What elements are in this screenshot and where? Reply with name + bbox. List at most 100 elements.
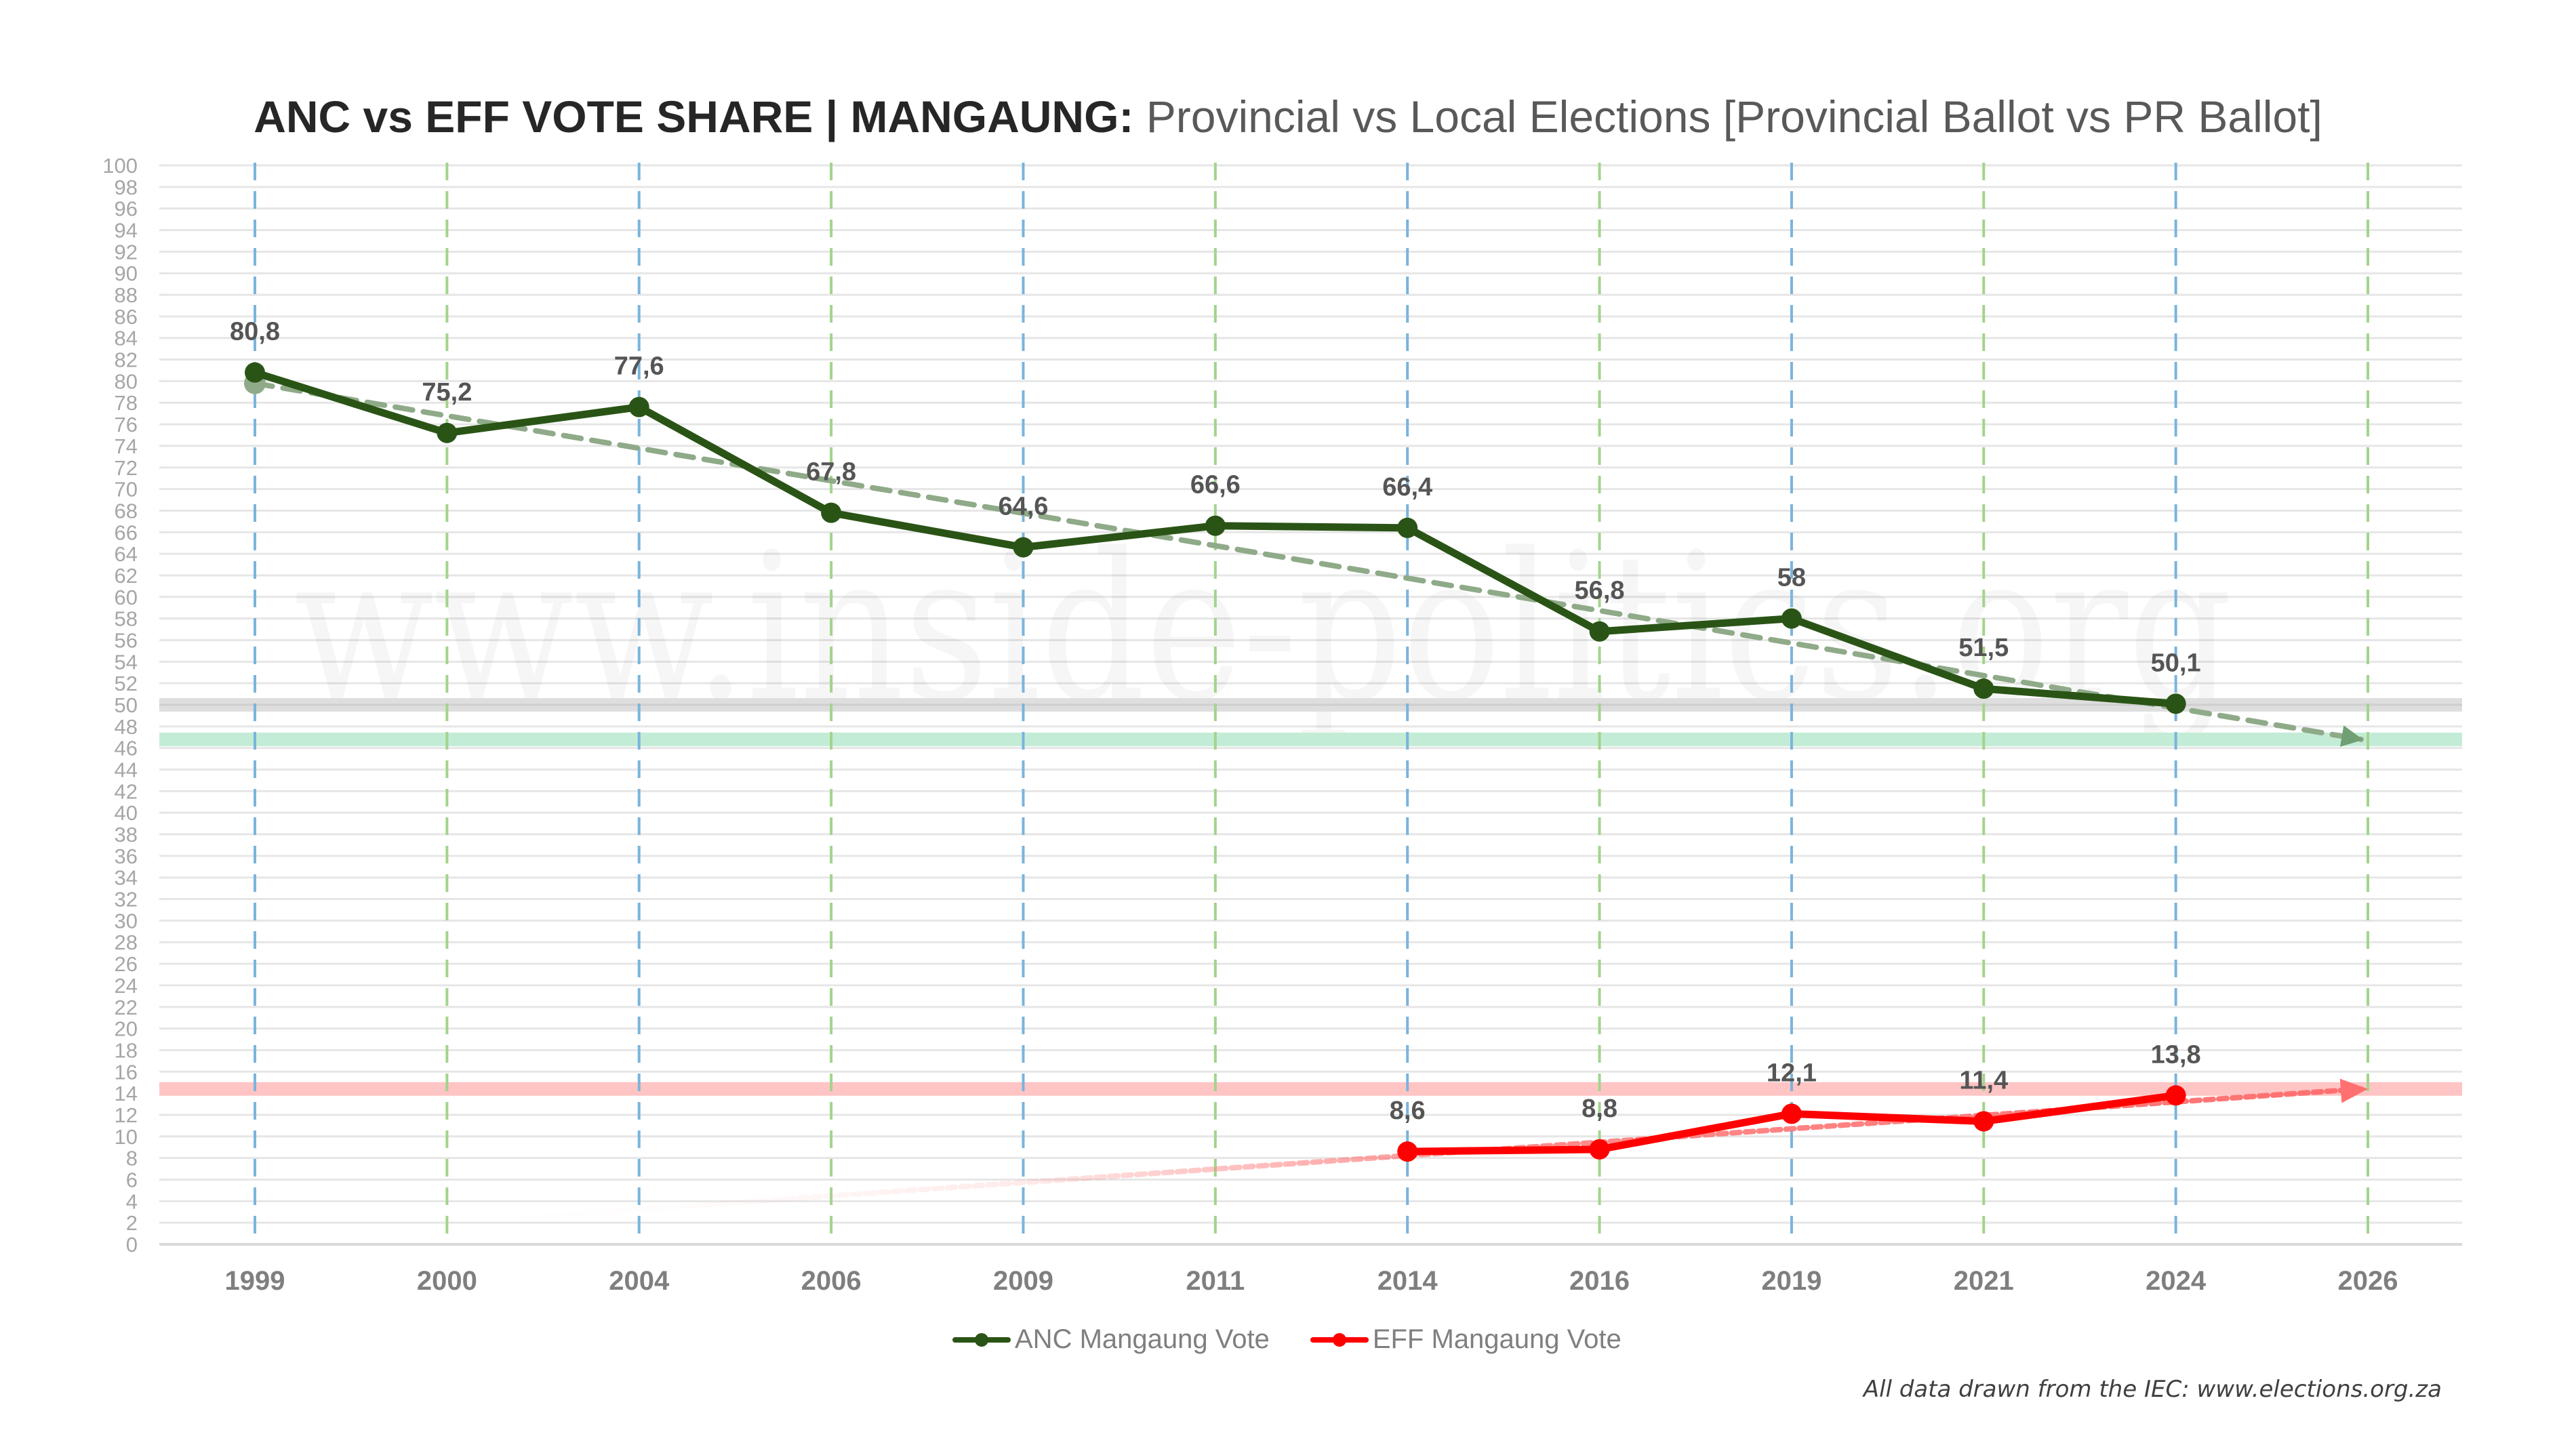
y-tick-label: 34 [115, 866, 138, 890]
y-tick-label: 0 [126, 1233, 138, 1257]
y-tick-label: 28 [115, 931, 138, 954]
y-tick-label: 30 [115, 909, 138, 933]
data-point-anc-2006 [821, 502, 842, 523]
x-tick-label: 2011 [1186, 1266, 1245, 1296]
y-tick-label: 18 [115, 1038, 138, 1062]
data-label: 8,8 [1582, 1095, 1617, 1123]
data-point-anc-2011 [1205, 515, 1226, 536]
data-label: 12,1 [1767, 1059, 1817, 1087]
eff-trendline-arrowhead [2339, 1078, 2368, 1103]
x-tick-label: 2000 [417, 1266, 477, 1296]
data-point-eff-2019 [1781, 1103, 1802, 1124]
data-label: 66,4 [1382, 473, 1432, 502]
data-label: 58 [1777, 564, 1806, 592]
y-tick-label: 76 [115, 413, 138, 436]
y-tick-label: 46 [115, 737, 138, 760]
y-tick-label: 78 [115, 391, 138, 415]
y-tick-label: 90 [115, 262, 138, 285]
source-footnote: All data drawn from the IEC: www.electio… [1863, 1376, 2442, 1403]
data-label: 80,8 [230, 318, 280, 346]
data-label: 67,8 [806, 458, 856, 487]
y-tick-label: 10 [115, 1125, 138, 1149]
y-tick-label: 88 [115, 283, 138, 307]
y-tick-label: 38 [115, 823, 138, 846]
y-tick-label: 24 [115, 974, 138, 998]
legend-swatch-anc [952, 1325, 1011, 1355]
y-tick-label: 42 [115, 779, 138, 803]
data-label: 75,2 [422, 378, 472, 407]
y-tick-label: 48 [115, 715, 138, 739]
data-point-eff-2024 [2165, 1085, 2186, 1106]
y-tick-label: 58 [115, 607, 138, 631]
y-tick-label: 100 [102, 154, 138, 178]
y-tick-label: 8 [126, 1147, 138, 1170]
y-tick-label: 54 [115, 650, 138, 674]
data-point-eff-2016 [1589, 1139, 1610, 1160]
chart-title-bold: ANC vs EFF VOTE SHARE | MANGAUNG: [254, 91, 1134, 142]
y-tick-label: 52 [115, 672, 138, 695]
y-tick-label: 60 [115, 586, 138, 609]
data-label: 51,5 [1958, 634, 2009, 662]
x-tick-label: 2016 [1569, 1266, 1630, 1296]
data-point-anc-2014 [1397, 517, 1418, 538]
chart-title: ANC vs EFF VOTE SHARE | MANGAUNG: Provin… [0, 91, 2576, 142]
x-tick-label: 2024 [2146, 1266, 2207, 1296]
y-tick-label: 70 [115, 478, 138, 502]
anc-trendline [252, 380, 2364, 747]
y-tick-label: 94 [115, 219, 138, 243]
y-tick-label: 68 [115, 499, 138, 523]
y-tick-label: 22 [115, 996, 138, 1019]
y-tick-label: 26 [115, 952, 138, 976]
y-tick-label: 72 [115, 456, 138, 480]
x-tick-label: 2004 [609, 1266, 670, 1296]
data-point-anc-2000 [437, 422, 458, 443]
legend-swatch-eff [1310, 1325, 1369, 1355]
data-point-anc-2021 [1973, 678, 1994, 699]
y-tick-label: 98 [115, 176, 138, 199]
x-tick-label: 2014 [1377, 1266, 1438, 1296]
y-tick-label: 44 [115, 758, 138, 782]
y-tick-label: 86 [115, 305, 138, 329]
x-tick-label: 1999 [225, 1266, 285, 1296]
y-tick-label: 74 [115, 434, 138, 458]
legend-label-anc: ANC Mangaung Vote [1015, 1324, 1270, 1354]
chart-title-subtitle: Provincial vs Local Elections [Provincia… [1146, 91, 2322, 142]
y-tick-label: 96 [115, 197, 138, 221]
data-point-anc-2009 [1013, 537, 1034, 558]
y-tick-label: 6 [126, 1168, 138, 1191]
y-tick-label: 80 [115, 369, 138, 393]
data-label: 77,6 [614, 352, 664, 381]
y-tick-label: 14 [115, 1082, 138, 1105]
data-point-anc-2004 [628, 396, 649, 417]
x-tick-label: 2019 [1761, 1266, 1822, 1296]
y-tick-label: 56 [115, 628, 138, 652]
eff-projection-band [159, 1082, 2462, 1096]
y-tick-label: 62 [115, 564, 138, 588]
data-label: 56,8 [1575, 577, 1625, 605]
y-tick-label: 20 [115, 1017, 138, 1041]
data-point-anc-1999 [245, 362, 265, 383]
y-tick-label: 16 [115, 1060, 138, 1084]
data-point-anc-2019 [1781, 608, 1802, 629]
legend-item-anc[interactable]: ANC Mangaung Vote [952, 1324, 1270, 1355]
y-tick-label: 82 [115, 348, 138, 372]
y-tick-label: 50 [115, 693, 138, 717]
x-tick-label: 2021 [1954, 1266, 2014, 1296]
data-label: 64,6 [998, 493, 1048, 521]
anc-projection-band [159, 732, 2462, 746]
data-point-eff-2014 [1397, 1141, 1418, 1162]
y-tick-label: 40 [115, 801, 138, 825]
data-point-anc-2024 [2165, 693, 2186, 714]
y-tick-label: 66 [115, 521, 138, 544]
y-tick-label: 12 [115, 1103, 138, 1127]
y-tick-label: 84 [115, 327, 138, 350]
data-label: 50,1 [2151, 649, 2201, 677]
y-tick-label: 32 [115, 888, 138, 912]
data-point-eff-2021 [1973, 1111, 1994, 1132]
legend-item-eff[interactable]: EFF Mangaung Vote [1310, 1324, 1622, 1355]
data-point-anc-2016 [1589, 621, 1610, 642]
x-tick-label: 2009 [993, 1266, 1053, 1296]
x-tick-label: 2026 [2338, 1266, 2398, 1296]
y-tick-label: 64 [115, 542, 138, 566]
